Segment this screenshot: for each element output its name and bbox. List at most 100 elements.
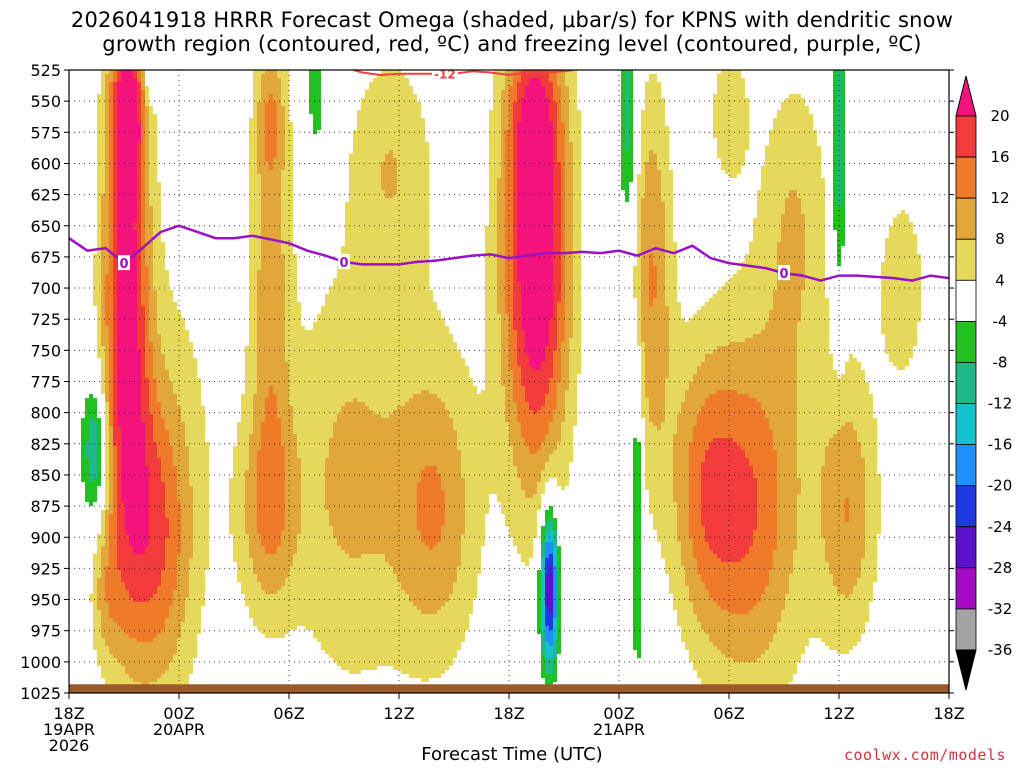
omega-cell — [105, 478, 109, 482]
omega-cell — [281, 526, 285, 530]
omega-cell — [157, 446, 161, 450]
omega-cell — [257, 562, 261, 566]
omega-cell — [269, 462, 273, 466]
omega-cell — [105, 522, 109, 526]
omega-cell — [125, 498, 129, 502]
omega-cell — [129, 458, 133, 462]
omega-cell — [233, 526, 237, 530]
omega-cell — [113, 682, 117, 686]
omega-cell — [153, 254, 157, 258]
omega-cell — [265, 362, 269, 366]
omega-cell — [121, 122, 125, 126]
omega-cell — [117, 114, 121, 118]
omega-cell — [173, 334, 177, 338]
omega-cell — [193, 358, 197, 362]
omega-cell — [173, 486, 177, 490]
omega-cell — [129, 650, 133, 654]
omega-cell — [149, 274, 153, 278]
omega-cell — [281, 362, 285, 366]
omega-cell — [125, 442, 129, 446]
omega-cell — [157, 346, 161, 350]
omega-cell — [285, 74, 289, 78]
omega-cell — [197, 426, 201, 430]
omega-cell — [129, 442, 133, 446]
omega-cell — [201, 586, 205, 590]
omega-cell — [145, 610, 149, 614]
omega-cell — [121, 554, 125, 558]
omega-cell — [253, 366, 257, 370]
omega-cell — [193, 366, 197, 370]
omega-cell — [157, 374, 161, 378]
omega-cell — [269, 162, 273, 166]
omega-cell — [261, 342, 265, 346]
omega-cell — [121, 526, 125, 530]
omega-cell — [101, 622, 105, 626]
omega-cell — [125, 202, 129, 206]
omega-cell — [185, 454, 189, 458]
omega-cell — [165, 430, 169, 434]
omega-cell — [181, 466, 185, 470]
omega-cell — [125, 270, 129, 274]
omega-cell — [189, 502, 193, 506]
omega-cell — [249, 218, 253, 222]
omega-cell — [245, 414, 249, 418]
omega-cell — [181, 486, 185, 490]
omega-cell — [249, 578, 253, 582]
omega-cell — [205, 518, 209, 522]
omega-cell — [133, 574, 137, 578]
omega-cell — [261, 286, 265, 290]
omega-cell — [281, 450, 285, 454]
omega-cell — [265, 82, 269, 86]
omega-cell — [281, 566, 285, 570]
omega-cell — [197, 558, 201, 562]
omega-cell — [281, 210, 285, 214]
omega-cell — [125, 670, 129, 674]
omega-cell — [101, 186, 105, 190]
omega-cell — [265, 226, 269, 230]
omega-cell — [193, 466, 197, 470]
omega-cell — [149, 534, 153, 538]
omega-cell — [101, 354, 105, 358]
omega-cell — [113, 258, 117, 262]
omega-cell — [261, 506, 265, 510]
omega-cell — [141, 630, 145, 634]
omega-cell — [189, 406, 193, 410]
omega-cell — [125, 590, 129, 594]
omega-cell — [281, 558, 285, 562]
omega-cell — [101, 538, 105, 542]
omega-cell — [249, 522, 253, 526]
omega-cell — [253, 602, 257, 606]
omega-cell — [253, 274, 257, 278]
omega-cell — [261, 154, 265, 158]
omega-cell — [85, 466, 89, 470]
omega-cell — [193, 586, 197, 590]
omega-cell — [193, 574, 197, 578]
omega-cell — [269, 318, 273, 322]
omega-cell — [169, 626, 173, 630]
omega-cell — [153, 498, 157, 502]
omega-cell — [145, 450, 149, 454]
omega-cell — [281, 634, 285, 638]
omega-cell — [257, 522, 261, 526]
omega-cell — [153, 230, 157, 234]
omega-cell — [237, 450, 241, 454]
omega-cell — [117, 126, 121, 130]
omega-cell — [105, 174, 109, 178]
omega-cell — [125, 598, 129, 602]
omega-cell — [145, 286, 149, 290]
omega-cell — [145, 298, 149, 302]
omega-cell — [253, 266, 257, 270]
omega-cell — [121, 246, 125, 250]
omega-cell — [137, 494, 141, 498]
omega-cell — [197, 422, 201, 426]
omega-cell — [105, 98, 109, 102]
omega-cell — [273, 234, 277, 238]
omega-cell — [269, 122, 273, 126]
omega-cell — [197, 522, 201, 526]
omega-cell — [133, 554, 137, 558]
omega-cell — [265, 426, 269, 430]
omega-cell — [181, 642, 185, 646]
omega-cell — [277, 78, 281, 82]
omega-cell — [113, 382, 117, 386]
omega-cell — [109, 302, 113, 306]
